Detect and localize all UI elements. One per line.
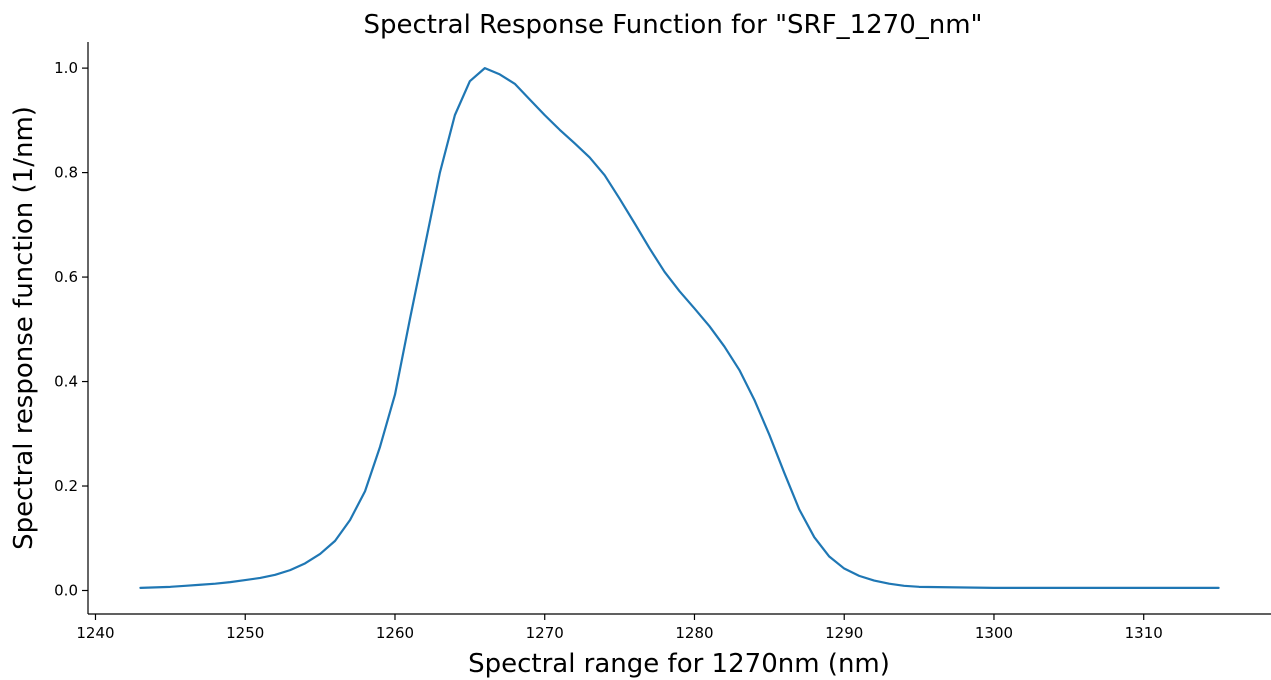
plot-area	[87, 42, 1271, 615]
y-tick-label: 0.8	[54, 164, 78, 182]
y-tick-label: 0.2	[54, 477, 78, 495]
y-axis: 0.0 0.2 0.4 0.6 0.8 1.0	[54, 59, 88, 599]
chart-title: Spectral Response Function for "SRF_1270…	[363, 10, 982, 40]
x-tick-label: 1280	[675, 624, 713, 642]
x-tick-label: 1290	[825, 624, 863, 642]
y-tick-label: 0.4	[54, 373, 78, 391]
y-axis-label: Spectral response function (1/nm)	[9, 106, 39, 550]
x-tick-label: 1310	[1125, 624, 1163, 642]
y-tick-label: 0.6	[54, 268, 78, 286]
x-axis-label: Spectral range for 1270nm (nm)	[468, 649, 890, 679]
x-tick-label: 1260	[376, 624, 414, 642]
y-tick-label: 1.0	[54, 59, 78, 77]
y-tick-label: 0.0	[54, 581, 78, 599]
x-tick-label: 1300	[975, 624, 1013, 642]
x-tick-label: 1250	[226, 624, 264, 642]
x-tick-label: 1270	[526, 624, 564, 642]
x-axis: 1240 1250 1260 1270 1280 1290 1300 1310	[76, 614, 1163, 642]
x-tick-label: 1240	[76, 624, 114, 642]
srf-series-line	[139, 67, 1220, 589]
